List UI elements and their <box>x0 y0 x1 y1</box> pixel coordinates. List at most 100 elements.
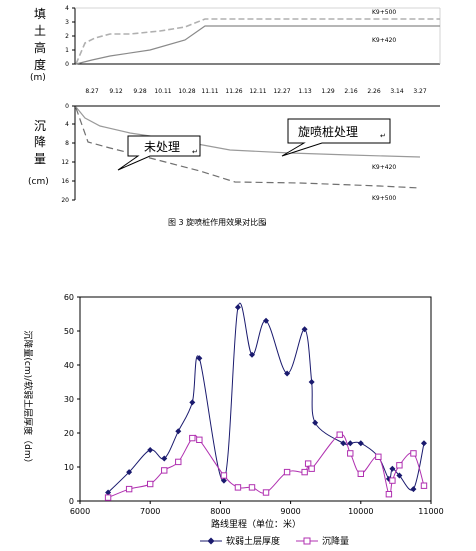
data-point-square <box>385 491 393 498</box>
y-tick-label: 30 <box>64 395 74 404</box>
data-point-diamond <box>312 419 319 426</box>
data-point-diamond <box>161 455 168 462</box>
fill-label-unit: (m) <box>30 73 46 83</box>
y-tick-label: 60 <box>64 293 74 302</box>
date-tick-label: 11.11 <box>201 88 218 95</box>
fill-tick-label: 2 <box>65 33 69 40</box>
callout-treated: 旋喷桩处理 ↵ <box>281 118 391 157</box>
data-point-square <box>161 467 168 474</box>
callout-untreated: 未处理 ↵ <box>117 135 201 171</box>
date-tick-label: 3.14 <box>390 88 404 95</box>
data-point-square <box>147 480 154 488</box>
data-point-square <box>410 450 417 457</box>
settle-tick-label: 16 <box>61 178 69 185</box>
date-axis-labels: 8.27 9.12 9.28 10.11 10.28 11.11 11.26 1… <box>85 88 427 95</box>
data-point-diamond <box>147 447 154 453</box>
data-point-square <box>104 494 112 501</box>
data-point-diamond <box>196 355 203 362</box>
x-axis-ticks: 6000 7000 8000 9000 10000 11000 <box>70 501 444 516</box>
data-point-square <box>375 453 382 461</box>
data-point-diamond <box>340 440 347 447</box>
x-tick-label: 10000 <box>348 507 373 516</box>
fill-tick-labels: 4 3 2 1 0 <box>65 5 69 68</box>
data-point-square <box>248 484 256 491</box>
settle-label-unit: (cm) <box>28 177 49 187</box>
fill-height-axis-label: 填 土 高 度 (m) <box>30 7 46 83</box>
data-point-diamond <box>189 399 196 406</box>
fill-tick-label: 1 <box>65 47 69 54</box>
data-point-square <box>301 468 308 476</box>
bottom-chart: 0 10 20 30 40 50 60 6000 7000 8000 9000 10000 11000… <box>22 293 444 547</box>
date-tick-label: 12.27 <box>273 88 290 95</box>
x-tick-label: 9000 <box>280 507 300 516</box>
series-layer <box>104 302 428 501</box>
data-point-square <box>304 460 312 467</box>
data-point-diamond <box>220 477 227 484</box>
fill-label-char: 土 <box>34 24 46 38</box>
data-point-square <box>308 465 315 472</box>
y-tick-label: 0 <box>69 497 74 506</box>
x-tick-label: 7000 <box>140 507 160 516</box>
data-point-square <box>125 485 133 493</box>
date-tick-label: 8.27 <box>85 88 99 95</box>
data-point-square <box>347 450 354 457</box>
data-point-diamond <box>308 379 315 385</box>
data-point-square <box>175 458 182 466</box>
fill-label-char: 填 <box>34 7 46 21</box>
date-tick-label: 1.29 <box>321 88 335 95</box>
x-axis-title: 路线里程（单位：米） <box>211 518 301 530</box>
fill-curve-k9-420 <box>75 25 440 65</box>
data-point-diamond <box>420 440 427 447</box>
data-point-diamond <box>389 465 396 472</box>
data-point-square <box>357 470 365 478</box>
data-point-diamond <box>105 489 112 496</box>
fill-line-label: K9+500 <box>372 9 396 16</box>
series-line-1 <box>107 433 425 499</box>
fill-tick-label: 4 <box>65 5 69 12</box>
figure-caption: 图 3 旋喷桩作用效果对比图 <box>168 217 266 227</box>
settle-tick-label: 20 <box>61 197 69 204</box>
settle-tick-label: 0 <box>65 103 69 110</box>
settle-tick-label: 12 <box>61 159 69 166</box>
callout-untreated-text: 未处理 <box>144 140 180 154</box>
fill-label-char: 高 <box>34 40 46 55</box>
fill-tick-label: 3 <box>65 19 69 26</box>
data-point-diamond <box>410 486 417 493</box>
legend-marker-diamond <box>207 537 215 545</box>
data-point-square <box>262 489 270 496</box>
series-line-0 <box>107 302 425 493</box>
x-tick-label: 8000 <box>210 507 230 516</box>
data-point-diamond <box>347 440 354 447</box>
data-point-diamond <box>357 440 364 447</box>
y-axis-title: 沉降量(cm)/软弱土层厚度（dm） <box>22 330 34 467</box>
y-axis-ticks: 0 10 20 30 40 50 60 <box>64 293 80 506</box>
fill-label-char: 度 <box>34 57 46 72</box>
data-point-diamond <box>126 469 133 476</box>
data-point-diamond <box>234 304 241 311</box>
settle-label-char: 量 <box>34 152 46 166</box>
x-tick-label: 6000 <box>70 507 90 516</box>
date-tick-label: 10.28 <box>178 88 195 95</box>
top-figure: 填 土 高 度 (m) 4 3 2 1 0 K9+500 <box>28 5 441 228</box>
y-tick-label: 50 <box>64 327 74 336</box>
settle-tick-labels: 0 4 8 12 16 20 <box>61 103 69 204</box>
date-tick-label: 3.27 <box>413 88 427 95</box>
svg-text:↵: ↵ <box>192 148 198 156</box>
svg-text:↵: ↵ <box>380 132 386 140</box>
data-point-square <box>283 468 291 476</box>
fill-tick-label: 0 <box>65 61 69 68</box>
fill-line-label: K9+420 <box>372 37 396 44</box>
settlement-axis-label: 沉 降 量 (cm) <box>28 119 49 187</box>
svg-text:↵: ↵ <box>262 221 267 228</box>
data-point-square <box>336 431 343 438</box>
settle-tick-label: 4 <box>65 121 69 128</box>
data-point-square <box>196 436 203 444</box>
data-point-diamond <box>396 472 403 479</box>
date-tick-label: 11.26 <box>225 88 242 95</box>
data-point-diamond <box>284 370 291 377</box>
data-point-square <box>189 434 196 442</box>
fill-chart-axes <box>72 7 441 65</box>
y-tick-label: 20 <box>64 429 74 438</box>
settle-line-label: K9+500 <box>372 195 396 202</box>
